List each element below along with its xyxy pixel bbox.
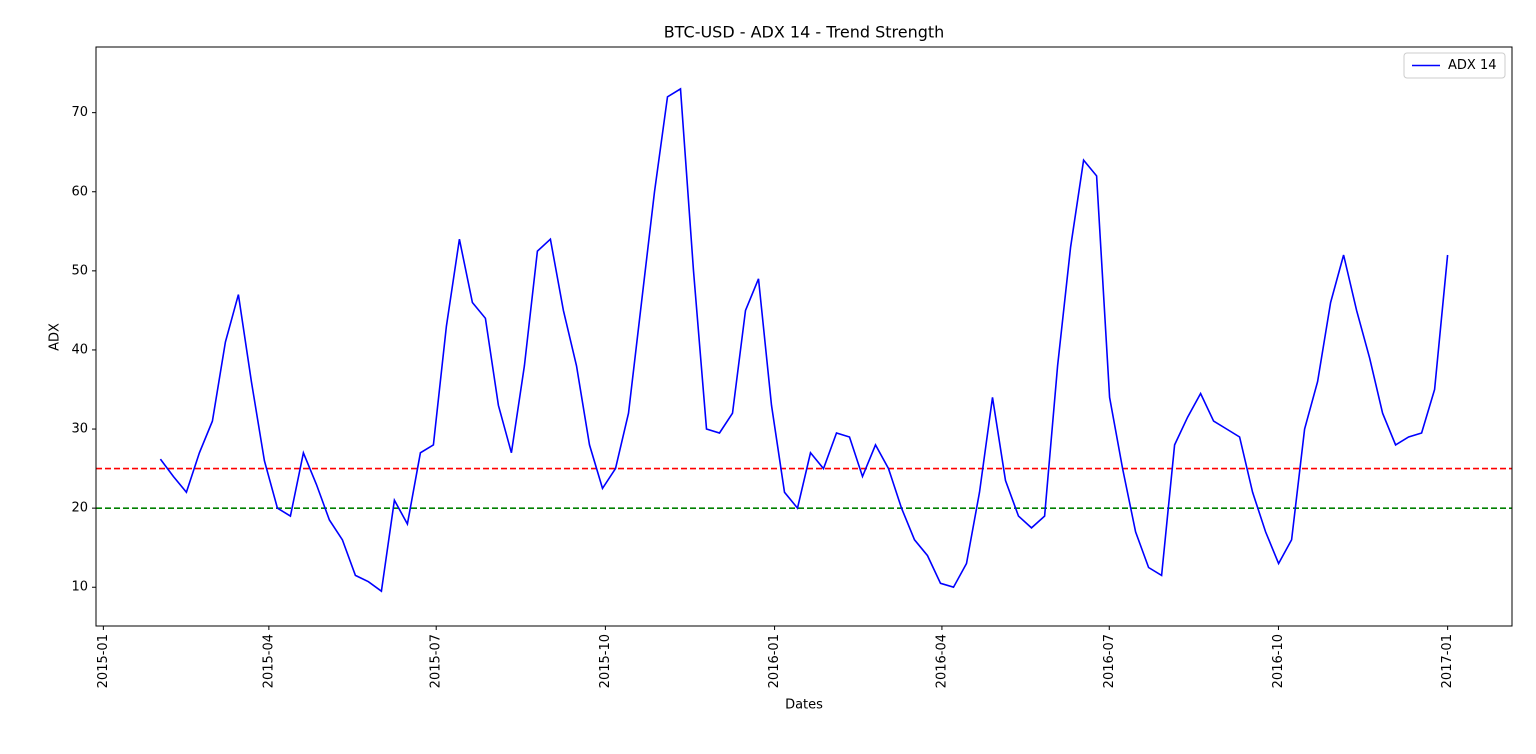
x-tick-label: 2016-01 bbox=[767, 634, 782, 688]
x-axis-label: Dates bbox=[785, 698, 823, 713]
y-tick-label: 20 bbox=[71, 501, 88, 516]
x-tick-label: 2017-01 bbox=[1440, 634, 1455, 688]
legend-box bbox=[1403, 52, 1506, 79]
y-tick-label: 60 bbox=[71, 184, 88, 199]
y-tick-label: 10 bbox=[71, 580, 88, 595]
x-tick-label: 2016-04 bbox=[934, 634, 949, 688]
x-tick-label: 2016-07 bbox=[1102, 634, 1117, 688]
x-tick-label: 2016-10 bbox=[1271, 634, 1286, 688]
chart-title: BTC-USD - ADX 14 - Trend Strength bbox=[664, 23, 945, 42]
y-tick-label: 40 bbox=[71, 342, 88, 357]
y-axis-label: ADX bbox=[48, 323, 63, 351]
y-tick-label: 70 bbox=[71, 105, 88, 120]
y-tick-label: 50 bbox=[71, 263, 88, 278]
x-tick-label: 2015-07 bbox=[429, 634, 444, 688]
data-line bbox=[159, 87, 1449, 593]
legend-label: ADX 14 bbox=[1448, 58, 1496, 73]
x-tick-label: 2015-10 bbox=[598, 634, 613, 688]
y-tick-label: 30 bbox=[71, 422, 88, 437]
plot-frame bbox=[95, 46, 1513, 627]
x-tick-label: 2015-01 bbox=[96, 634, 111, 688]
x-tick-label: 2015-04 bbox=[261, 634, 276, 688]
